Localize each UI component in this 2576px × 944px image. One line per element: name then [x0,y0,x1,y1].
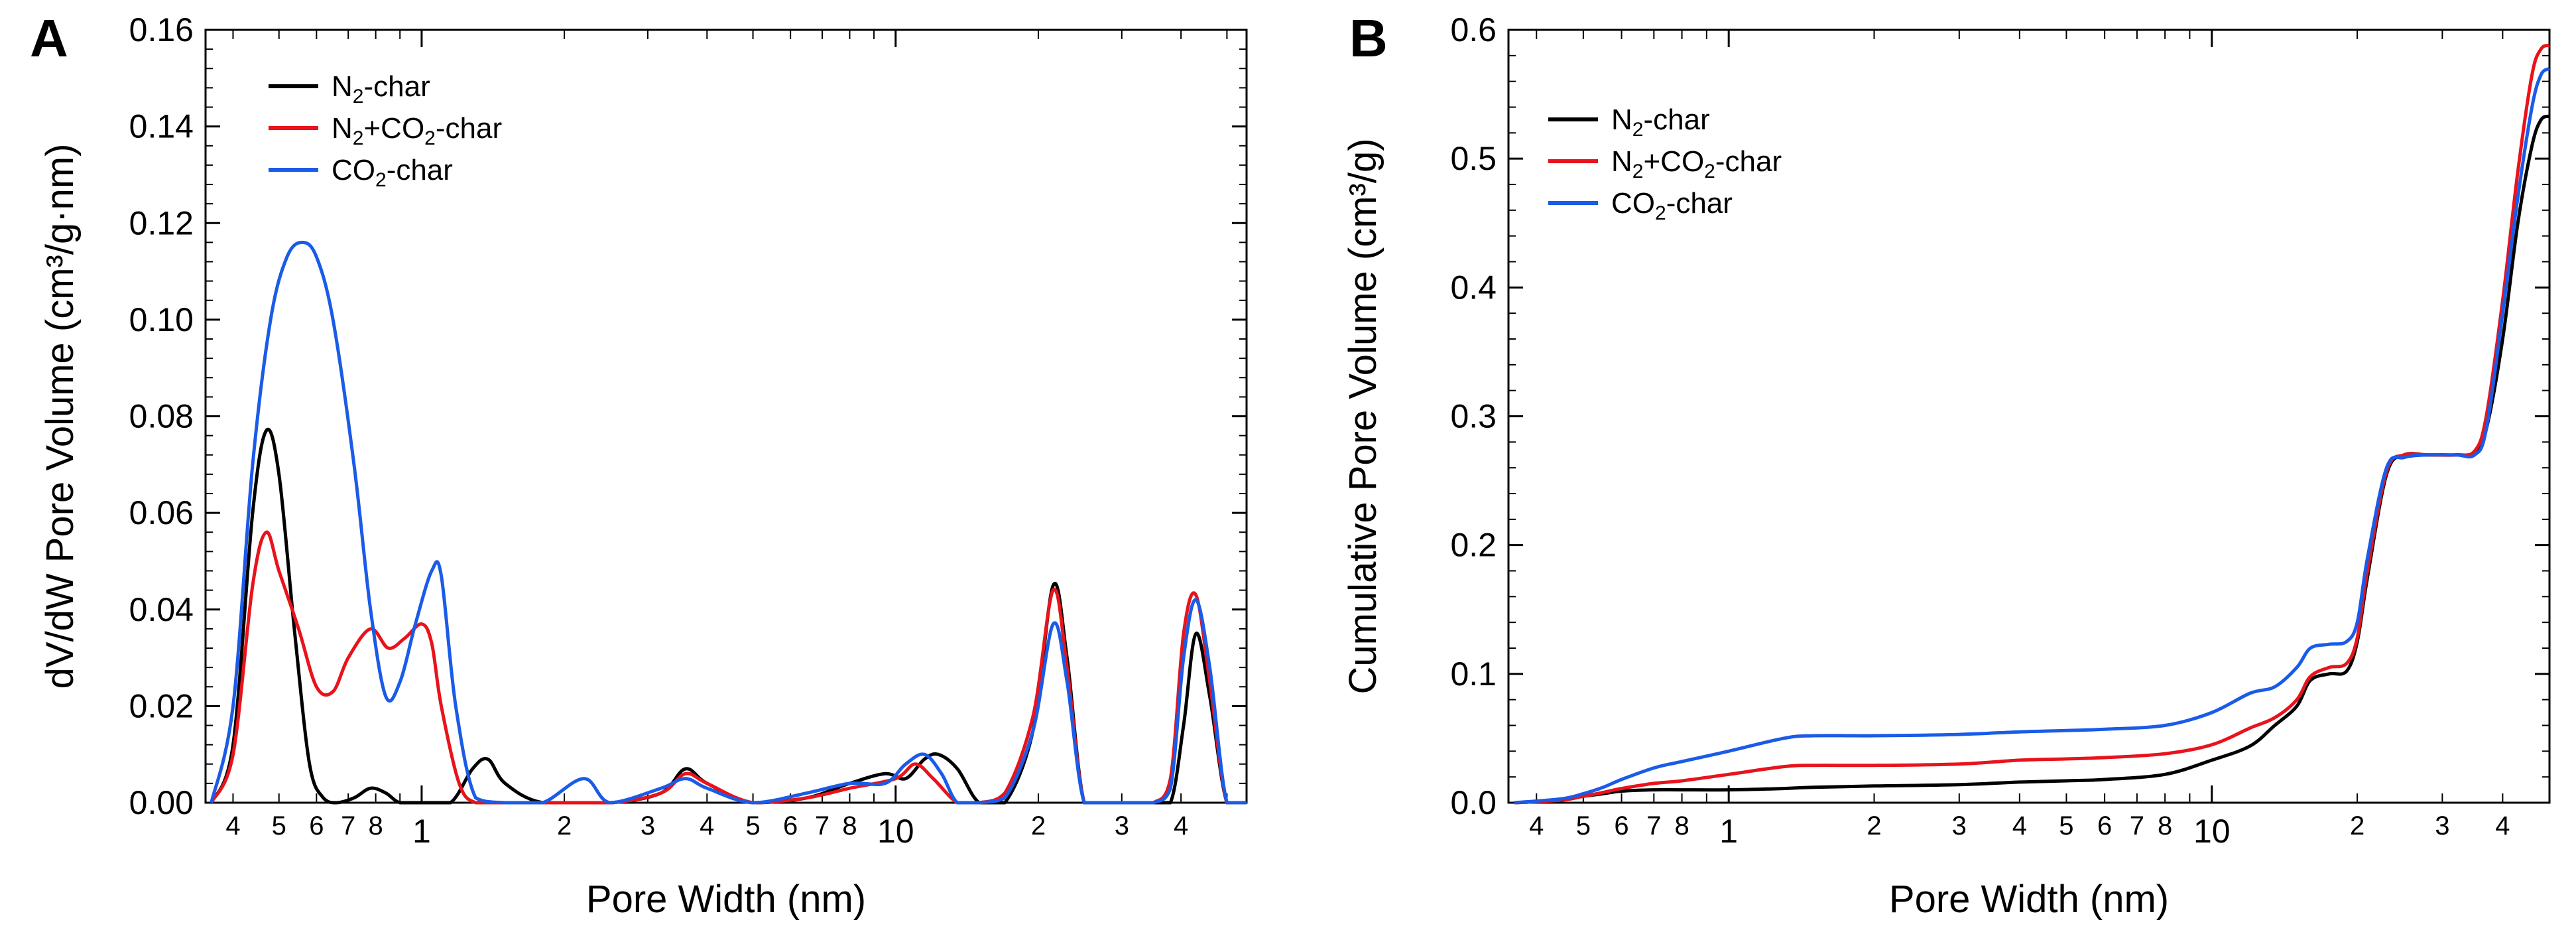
y-tick-label: 0.5 [1450,140,1497,177]
x-minor-tick-label: 6 [783,811,798,841]
x-minor-tick-label: 5 [745,811,760,841]
y-tick-label: 0.0 [1450,784,1497,821]
panel-b-x-axis-label: Pore Width (nm) [1889,878,2169,921]
x-major-tick-label: 10 [2193,813,2231,850]
x-minor-tick-label: 5 [272,811,286,841]
panel-a-y-axis-label: dV/dW Pore Volume (cm³/g·nm) [38,144,82,689]
y-tick-label: 0.04 [129,591,194,628]
y-tick-label: 0.08 [129,398,194,435]
x-minor-tick-label: 8 [1674,811,1689,841]
legend-label-1: N2-char [332,70,430,107]
panel-b-x-ticks: 4 5 6 7 8 2 3 4 5 6 7 8 2 3 41 10 [1529,30,2510,850]
series-line-3 [210,240,1247,805]
x-minor-tick-label: 6 [309,811,324,841]
panel-a-legend: N2-char N2+CO2-char CO2-char [269,70,502,191]
x-minor-tick-label: 3 [641,811,655,841]
series-line-2 [1514,43,2551,805]
y-tick-label: 0.1 [1450,655,1497,693]
x-minor-tick-label: 2 [2350,811,2364,841]
y-tick-label: 0.4 [1450,269,1497,306]
y-tick-label: 0.3 [1450,398,1497,435]
x-minor-tick-label: 5 [1576,811,1591,841]
y-tick-label: 0.00 [129,784,194,821]
legend-label-2: N2+CO2-char [1611,145,1782,182]
x-minor-tick-label: 2 [1867,811,1881,841]
panel-b-y-axis-label: Cumulative Pore Volume (cm³/g) [1341,138,1384,694]
x-minor-tick-label: 7 [1646,811,1661,841]
panel-a-chart: A 0.00 0.02 0.04 0.06 0.08 0.10 0.12 0.14 0.16 4… [30,9,1248,921]
x-minor-tick-label: 8 [842,811,857,841]
panel-b-letter: B [1349,9,1388,68]
y-tick-label: 0.12 [129,204,194,241]
x-minor-tick-label: 4 [700,811,714,841]
legend-label-2: N2+CO2-char [332,112,502,149]
y-tick-label: 0.16 [129,11,194,48]
legend-label-3: CO2-char [1611,187,1733,224]
legend-label-1: N2-char [1611,103,1710,141]
panel-a-x-ticks: 4 5 6 7 8 2 3 4 5 6 7 8 2 3 41 10 [225,30,1228,850]
x-minor-tick-label: 4 [1529,811,1544,841]
panel-a-x-axis-label: Pore Width (nm) [586,878,866,921]
y-tick-label: 0.06 [129,494,194,531]
x-major-tick-label: 1 [412,813,431,850]
x-minor-tick-label: 6 [1614,811,1628,841]
y-tick-label: 0.6 [1450,11,1497,48]
series-line-3 [1514,67,2551,805]
x-minor-tick-label: 7 [2130,811,2144,841]
y-tick-label: 0.10 [129,301,194,338]
y-tick-label: 0.2 [1450,527,1497,564]
x-major-tick-label: 10 [877,813,914,850]
series-line-1 [210,427,1247,805]
x-minor-tick-label: 5 [2059,811,2073,841]
x-minor-tick-label: 4 [2495,811,2510,841]
legend-label-3: CO2-char [332,154,453,191]
x-minor-tick-label: 4 [2012,811,2027,841]
x-minor-tick-label: 8 [369,811,383,841]
x-minor-tick-label: 2 [1031,811,1046,841]
y-tick-label: 0.14 [129,108,194,145]
panel-b-legend: N2-char N2+CO2-char CO2-char [1548,103,1782,224]
x-minor-tick-label: 7 [341,811,355,841]
x-minor-tick-label: 6 [2097,811,2112,841]
x-minor-tick-label: 7 [815,811,829,841]
x-minor-tick-label: 3 [1115,811,1129,841]
x-minor-tick-label: 2 [557,811,572,841]
x-minor-tick-label: 4 [1174,811,1188,841]
x-minor-tick-label: 3 [1952,811,1967,841]
panel-a-series [210,240,1247,805]
panel-b-chart: B 0.00.10.20.30.40.50.6 4 5 6 7 8 2 3 4 5 6 7 8 2 3 41… [1341,9,2551,921]
panel-b-series [1514,43,2551,805]
panel-b-y-ticks: 0.0 0.1 0.2 0.3 0.4 0.5 0.6 [1450,11,2549,821]
x-minor-tick-label: 3 [2435,811,2449,841]
x-minor-tick-label: 4 [225,811,240,841]
x-major-tick-label: 1 [1719,813,1738,850]
y-tick-label: 0.02 [129,687,194,724]
panel-a-letter: A [30,9,68,68]
x-minor-tick-label: 8 [2158,811,2172,841]
panel-a-y-ticks: 0.00 0.02 0.04 0.06 0.08 0.10 0.12 0.14 0.16 [129,11,1247,821]
